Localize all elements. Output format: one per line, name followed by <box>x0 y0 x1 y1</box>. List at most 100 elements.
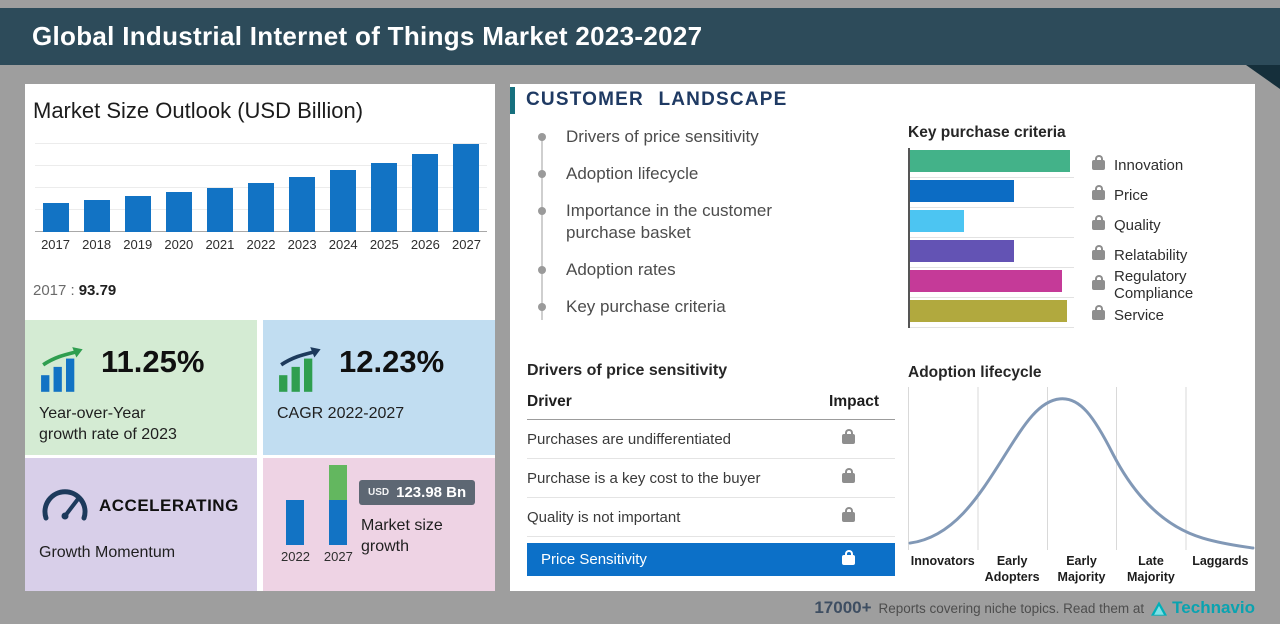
driver-column-header: Driver <box>527 393 572 410</box>
reports-count: 17000+ <box>814 598 872 617</box>
bar-year-label: 2021 <box>205 237 235 252</box>
growth-year-label: 2027 <box>323 549 353 564</box>
highlight-row-label: Price Sensitivity <box>541 551 647 568</box>
growth-mini-chart: 2022 2027 <box>275 465 355 584</box>
price-drivers-rows: Purchases are undifferentiated Purchase i… <box>527 420 895 537</box>
momentum-label: Growth Momentum <box>39 544 176 561</box>
legend-label: Quality <box>1114 216 1161 234</box>
bar-year-label: 2019 <box>123 237 153 252</box>
price-drivers-table: Driver Impact Purchases are undifferenti… <box>527 387 895 576</box>
bar-year-label: 2018 <box>82 237 112 252</box>
cagr-chart-icon <box>277 346 331 394</box>
criteria-bar <box>910 240 1014 262</box>
growth-bar-segment <box>329 465 348 500</box>
legend-item: Service <box>1092 300 1255 330</box>
price-driver-label: Quality is not important <box>527 508 681 526</box>
yoy-label: Year-over-Year growth rate of 2023 <box>39 405 177 443</box>
header-ribbon: Global Industrial Internet of Things Mar… <box>0 8 1280 65</box>
market-size-bar-chart: 2017 2018 2019 2020 2021 2022 2023 2024 2025 2026… <box>35 140 487 254</box>
market-size-bar-column: 2017 <box>35 140 76 253</box>
market-size-bar <box>206 188 233 232</box>
growth-bar <box>329 465 348 545</box>
legend-label: Relatability <box>1114 246 1188 264</box>
base-year-value: 93.79 <box>78 282 117 299</box>
adoption-stages: Innovators Early Adopters Early Majority La… <box>908 554 1255 585</box>
legend-item: Innovation <box>1092 150 1255 180</box>
market-outlook-panel: Market Size Outlook (USD Billion) 2017 20… <box>25 84 495 591</box>
growth-bars-icon <box>39 346 93 394</box>
price-driver-row: Quality is not important <box>527 498 895 537</box>
price-drivers-title: Drivers of price sensitivity <box>527 362 728 379</box>
growth-bar-column: 2027 <box>324 465 353 564</box>
landscape-list: Drivers of price sensitivity Adoption lif… <box>532 126 862 334</box>
landscape-list-item: Adoption lifecycle <box>532 163 832 185</box>
market-growth-card: 2022 2027 USD 123.98 Bn Market size growt… <box>263 458 495 591</box>
adoption-stage-label: Early Adopters <box>984 554 1040 584</box>
legend-item: Quality <box>1092 210 1255 240</box>
cagr-value: 12.23% <box>339 344 445 379</box>
growth-bar-column: 2022 <box>281 500 310 564</box>
growth-year-label: 2022 <box>281 549 310 564</box>
growth-bar <box>286 500 305 545</box>
base-year-note: 2017 :93.79 <box>33 282 116 299</box>
adoption-lifecycle-title: Adoption lifecycle <box>908 364 1042 381</box>
lock-icon <box>1092 185 1105 200</box>
page-title: Global Industrial Internet of Things Mar… <box>32 21 703 51</box>
criteria-bar-row <box>910 238 1074 268</box>
market-size-bar <box>330 170 357 232</box>
criteria-bar <box>910 300 1067 322</box>
bar-year-label: 2027 <box>452 237 481 252</box>
brand-name: Technavio <box>1172 598 1255 617</box>
adoption-stage-label: Innovators <box>910 554 975 568</box>
market-outlook-title: Market Size Outlook (USD Billion) <box>33 98 364 123</box>
base-year-label: 2017 : <box>33 282 75 299</box>
price-sensitivity-highlight-row: Price Sensitivity <box>527 543 895 576</box>
market-size-bar-column: 2025 <box>364 140 405 253</box>
criteria-bar <box>910 270 1062 292</box>
market-size-bar-column: 2019 <box>117 140 158 253</box>
price-driver-row: Purchases are undifferentiated <box>527 420 895 459</box>
lock-icon <box>1092 305 1105 320</box>
criteria-bar-row <box>910 148 1074 178</box>
lock-icon <box>842 549 855 565</box>
bar-year-label: 2024 <box>328 237 358 252</box>
market-size-bar <box>371 163 398 232</box>
lock-icon <box>1092 245 1105 260</box>
growth-value: 123.98 Bn <box>396 484 467 501</box>
yoy-growth-card: 11.25% Year-over-Year growth rate of 202… <box>25 320 257 455</box>
lock-icon <box>842 468 855 483</box>
price-driver-label: Purchase is a key cost to the buyer <box>527 469 761 487</box>
legend-item: Price <box>1092 180 1255 210</box>
legend-label: Price <box>1114 186 1149 204</box>
market-size-bar-column: 2020 <box>158 140 199 253</box>
bar-year-label: 2025 <box>369 237 399 252</box>
criteria-plot <box>908 148 1074 328</box>
price-driver-row: Purchase is a key cost to the buyer <box>527 459 895 498</box>
lock-icon <box>1092 215 1105 230</box>
criteria-legend: Innovation Price Quality Relatability Regula… <box>1092 150 1255 330</box>
speedometer-icon <box>39 482 91 526</box>
market-size-bar <box>83 200 110 232</box>
bar-year-label: 2022 <box>246 237 276 252</box>
market-size-bar-column: 2026 <box>405 140 446 253</box>
lock-icon <box>842 507 855 522</box>
adoption-stage-label: Laggards <box>1192 554 1249 568</box>
footer: 17000+ Reports covering niche topics. Re… <box>814 598 1255 618</box>
technavio-triangle-icon <box>1151 600 1168 616</box>
impact-column-header: Impact <box>829 393 879 410</box>
growth-label: Market size growth <box>361 517 443 555</box>
market-size-bar <box>42 203 69 232</box>
bar-year-label: 2017 <box>41 237 70 252</box>
bell-curve-svg <box>908 397 1255 550</box>
market-size-bar <box>248 183 275 232</box>
criteria-bar-row <box>910 268 1074 298</box>
growth-mini-columns: 2022 2027 <box>275 465 355 564</box>
market-size-bar-column: 2023 <box>282 140 323 253</box>
landscape-list-item: Importance in the customer purchase bask… <box>532 200 832 244</box>
bar-year-label: 2026 <box>410 237 440 252</box>
market-size-bar <box>165 192 192 232</box>
market-size-bar <box>289 177 316 232</box>
momentum-card: ACCELERATING Growth Momentum <box>25 458 257 591</box>
criteria-bar-row <box>910 298 1074 328</box>
